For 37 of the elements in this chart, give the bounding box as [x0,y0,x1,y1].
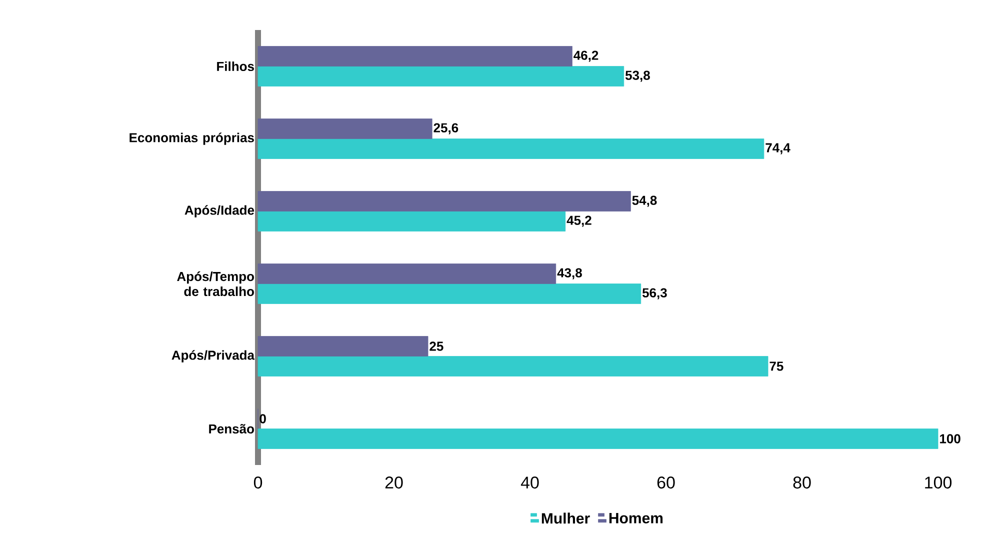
y-tick-label: Após/Tempo de trabalho [177,271,254,296]
bar [258,138,764,159]
legend-label: Mulher [542,512,590,524]
y-tick-label: Filhos [217,61,254,72]
bar [258,356,768,376]
x-tick-label: 60 [657,476,675,489]
data-label: 54,8 [632,196,657,207]
data-label: 100 [940,434,960,444]
x-tick-label: 20 [385,476,403,489]
legend-label: Homem [609,512,663,524]
y-tick-label: Pensão [209,424,254,434]
y-tick-label: Economias próprias [130,132,254,145]
x-tick-label: 80 [793,476,811,489]
data-label: 25,6 [434,123,458,134]
x-tick-label: 40 [520,476,539,489]
data-label: 46,2 [574,50,598,62]
bar [258,46,572,66]
data-label: 74,4 [766,143,790,154]
y-tick-label: Após/Idade [184,205,254,218]
bar [258,428,938,449]
data-label: 56,3 [642,288,667,300]
data-label: 75 [770,362,784,371]
y-tick-label: Após/Privada [172,350,255,362]
bar [258,284,642,304]
bar [258,66,624,86]
data-label: 0 [260,414,266,424]
bar [258,211,566,232]
data-label: 25 [430,342,444,351]
x-tick-label: 100 [925,476,952,489]
bar [258,118,432,139]
x-tick-label: 0 [254,476,262,489]
bar [258,264,556,284]
data-label: 53,8 [625,70,650,82]
data-label: 45,2 [566,216,592,227]
bar [258,336,428,356]
data-label: 43,8 [557,268,582,280]
bar [258,191,631,212]
